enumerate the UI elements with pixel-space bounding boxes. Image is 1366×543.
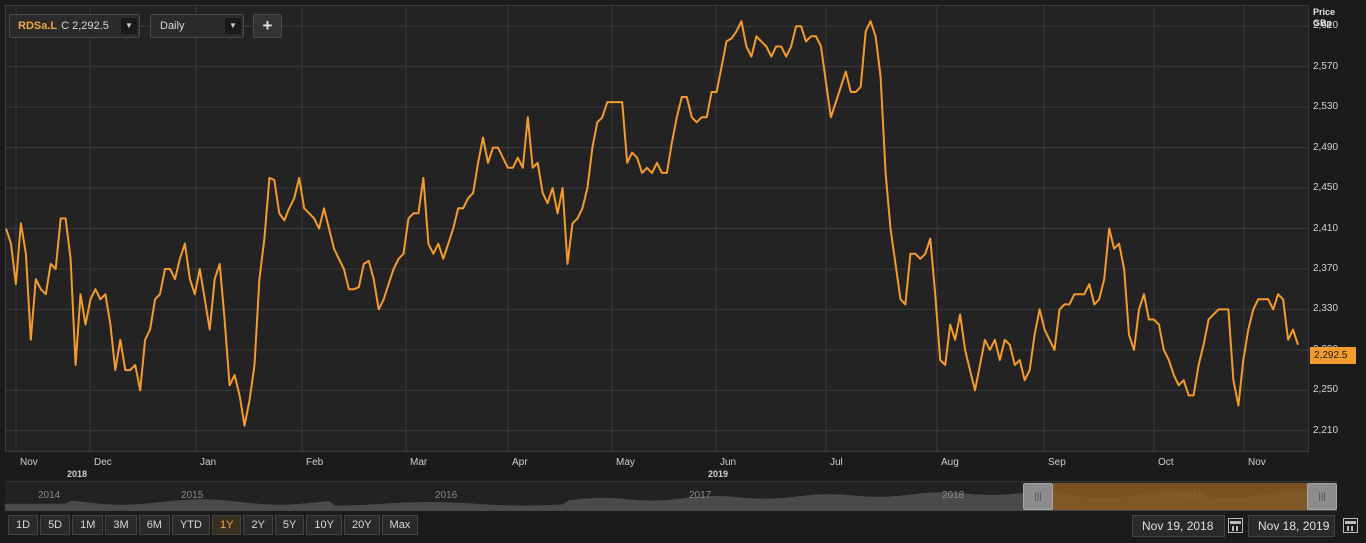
range-button-20y[interactable]: 20Y [343, 515, 380, 535]
y-axis-title: Price GBp [1313, 7, 1335, 29]
range-button-5y[interactable]: 5Y [274, 515, 305, 535]
calendar-icon[interactable] [1343, 518, 1358, 533]
x-year-label: 2019 [708, 469, 729, 479]
x-tick-label: Nov [1248, 457, 1266, 468]
x-tick-label: Jan [200, 457, 217, 468]
x-tick-label: Feb [306, 457, 324, 468]
calendar-icon[interactable] [1228, 518, 1243, 533]
x-tick-label: Oct [1158, 457, 1174, 468]
price-series-line [5, 20, 1299, 427]
price-line-chart [5, 6, 1309, 451]
navigator-year-label: 2016 [435, 490, 458, 501]
range-button-group: 1D 5D 1M 3M 6M YTD 1Y 2Y 5Y 10Y 20Y Max [8, 515, 419, 535]
x-tick-label: Apr [512, 457, 528, 468]
x-tick-label: Dec [94, 457, 112, 468]
range-button-1m[interactable]: 1M [72, 515, 104, 535]
range-button-2y[interactable]: 2Y [243, 515, 273, 535]
x-tick-label: Aug [941, 457, 959, 468]
y-axis-title-line1: Price [1313, 7, 1336, 17]
x-tick-label: Nov [20, 457, 38, 468]
instrument-symbol: RDSa.L [18, 20, 58, 32]
interval-select[interactable]: Daily ▼ [150, 14, 244, 38]
chart-grid [6, 6, 1309, 451]
navigator-year-label: 2018 [942, 490, 965, 501]
range-button-1y[interactable]: 1Y [211, 515, 242, 535]
range-button-5d[interactable]: 5D [40, 515, 71, 535]
chevron-down-icon[interactable]: ▼ [121, 18, 137, 34]
x-tick-label: Mar [410, 457, 428, 468]
navigator-selected-window[interactable] [1053, 483, 1309, 510]
x-tick-label: Sep [1048, 457, 1066, 468]
timeline-navigator[interactable]: 201420152016201720182019 ||| ||| [5, 481, 1337, 511]
y-tick-label: 2,410 [1313, 222, 1339, 234]
navigator-overview-area [5, 491, 1337, 511]
navigator-right-handle[interactable]: ||| [1307, 483, 1337, 510]
y-tick-label: 2,210 [1313, 424, 1339, 436]
y-tick-label: 2,490 [1313, 141, 1339, 153]
end-date-field[interactable]: Nov 18, 2019 [1248, 515, 1335, 537]
chevron-down-icon[interactable]: ▼ [225, 18, 241, 34]
interval-value: Daily [160, 20, 185, 32]
plus-icon: + [262, 16, 273, 35]
instrument-selector[interactable]: RDSa.L C 2,292.5 ▼ [9, 14, 140, 38]
x-tick-label: Jul [830, 457, 843, 468]
y-tick-label: 2,610 [1313, 20, 1339, 32]
y-tick-label: 2,450 [1313, 182, 1339, 194]
range-button-3m[interactable]: 3M [105, 515, 137, 535]
range-button-ytd[interactable]: YTD [171, 515, 210, 535]
y-tick-label: 2,250 [1313, 384, 1339, 396]
navigator-year-label: 2014 [38, 490, 61, 501]
y-tick-label: 2,530 [1313, 101, 1339, 113]
range-button-max[interactable]: Max [381, 515, 419, 535]
x-tick-label: Jun [720, 457, 737, 468]
y-axis-title-line2: GBp [1313, 18, 1332, 28]
navigator-left-handle[interactable]: ||| [1023, 483, 1053, 510]
instrument-close-price: C 2,292.5 [61, 20, 109, 32]
navigator-year-label: 2015 [181, 490, 204, 501]
range-button-1d[interactable]: 1D [8, 515, 39, 535]
add-series-button[interactable]: + [253, 14, 282, 38]
range-button-6m[interactable]: 6M [138, 515, 170, 535]
x-year-label: 2018 [67, 469, 88, 479]
navigator-year-label: 2017 [689, 490, 712, 501]
x-tick-label: May [616, 457, 635, 468]
y-tick-label: 2,370 [1313, 262, 1339, 274]
y-tick-label: 2,330 [1313, 303, 1339, 315]
start-date-field[interactable]: Nov 19, 2018 [1132, 515, 1225, 537]
last-price-tag: 2,292.5 [1310, 347, 1356, 364]
range-button-10y[interactable]: 10Y [306, 515, 342, 535]
y-tick-label: 2,570 [1313, 60, 1339, 72]
